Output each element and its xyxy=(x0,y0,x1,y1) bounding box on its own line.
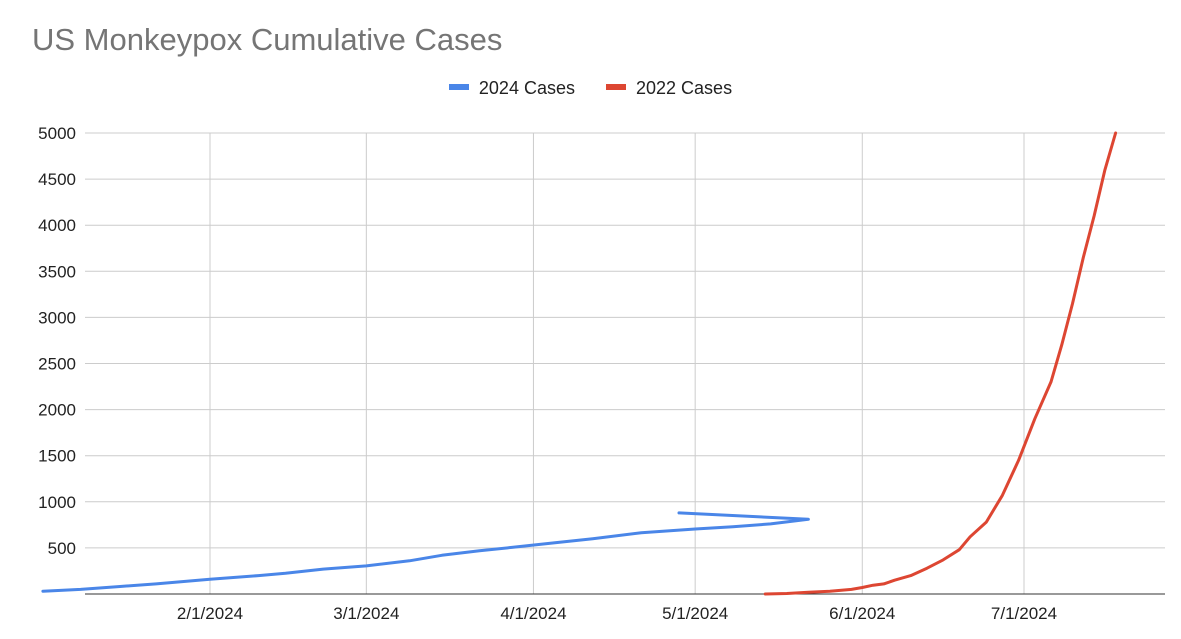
y-tick-label: 500 xyxy=(48,539,76,558)
legend: 2024 Cases 2022 Cases xyxy=(0,78,1181,99)
y-tick-label: 3500 xyxy=(38,262,76,281)
x-tick-label: 7/1/2024 xyxy=(991,604,1057,623)
series-line-2022-cases xyxy=(763,131,1118,596)
y-tick-label: 5000 xyxy=(38,124,76,143)
x-tick-label: 5/1/2024 xyxy=(662,604,728,623)
x-tick-label: 3/1/2024 xyxy=(333,604,399,623)
legend-item-2024[interactable]: 2024 Cases xyxy=(448,78,575,99)
y-tick-label: 2000 xyxy=(38,401,76,420)
legend-item-2022[interactable]: 2022 Cases xyxy=(606,78,732,99)
y-tick-label: 2500 xyxy=(38,355,76,374)
legend-label-2022: 2022 Cases xyxy=(636,78,733,98)
y-tick-label: 4000 xyxy=(38,216,76,235)
x-tick-label: 6/1/2024 xyxy=(829,604,895,623)
y-tick-label: 3000 xyxy=(38,308,76,327)
y-tick-label: 1500 xyxy=(38,447,76,466)
chart-title: US Monkeypox Cumulative Cases xyxy=(32,22,503,57)
y-tick-label: 1000 xyxy=(38,493,76,512)
y-tick-label: 4500 xyxy=(38,170,76,189)
legend-label-2024: 2024 Cases xyxy=(478,78,575,98)
legend-swatch-2022 xyxy=(606,84,626,91)
series-line-2024-cases xyxy=(41,511,810,593)
legend-swatch-2024 xyxy=(448,84,469,91)
x-tick-label: 4/1/2024 xyxy=(500,604,566,623)
x-tick-label: 2/1/2024 xyxy=(177,604,243,623)
